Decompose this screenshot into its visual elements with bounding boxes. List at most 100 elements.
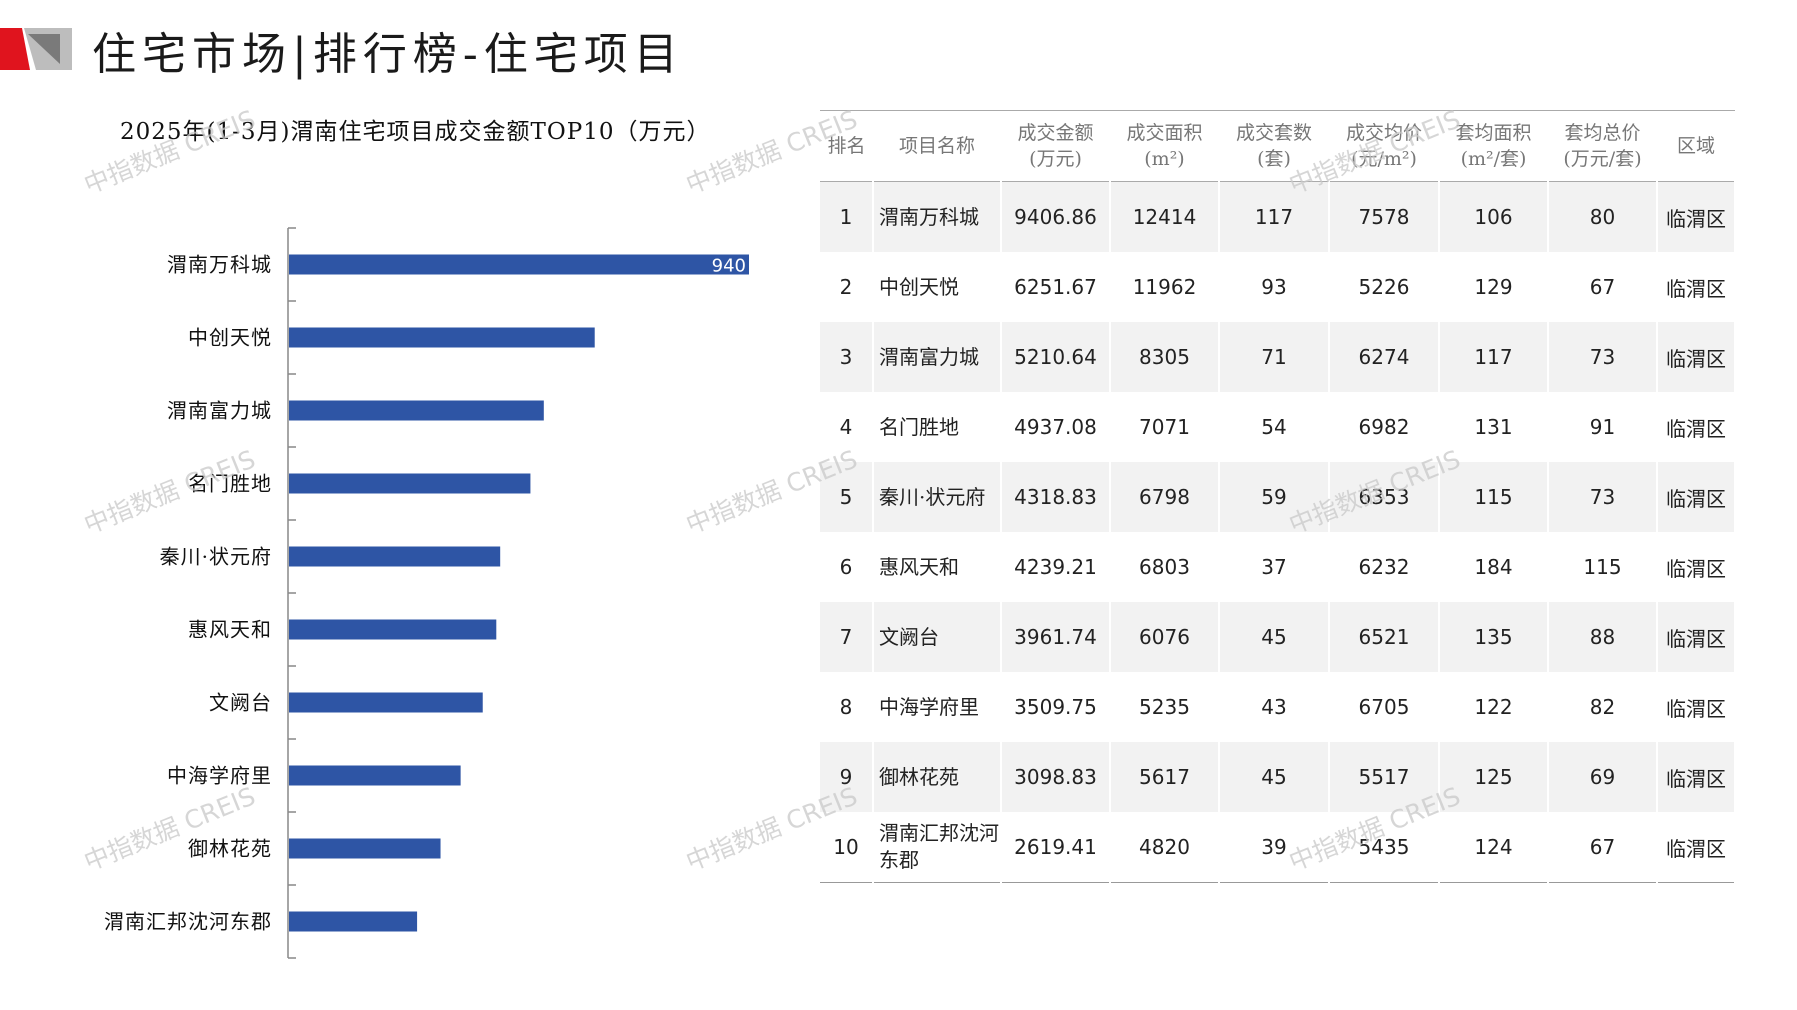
table-cell: 11962	[1110, 252, 1220, 322]
table-cell: 135	[1439, 602, 1549, 672]
table-row: 1 渭南万科城 9406.86 12414 117 7578 106 80 临渭区	[820, 181, 1736, 252]
table-cell: 125	[1439, 742, 1549, 812]
table-cell: 3509.75	[1001, 672, 1111, 742]
table-cell: 59	[1219, 462, 1330, 532]
table-cell: 115	[1548, 532, 1658, 602]
table-cell: 2619.41	[1001, 812, 1111, 883]
table-cell: 5226	[1329, 252, 1440, 322]
bar	[289, 254, 749, 275]
table-cell: 3	[820, 322, 874, 392]
table-row: 5 秦川·状元府 4318.83 6798 59 6353 115 73 临渭区	[820, 462, 1736, 532]
column-header: 区域	[1657, 110, 1735, 182]
table-cell: 5210.64	[1001, 322, 1111, 392]
table-cell: 临渭区	[1657, 602, 1736, 672]
table-cell: 3961.74	[1001, 602, 1111, 672]
column-header-text: 套均面积	[1455, 122, 1532, 144]
table-cell: 6232	[1329, 532, 1440, 602]
table-row: 8 中海学府里 3509.75 5235 43 6705 122 82 临渭区	[820, 672, 1736, 742]
category-label: 渭南富力城	[167, 399, 272, 423]
table-cell: 4239.21	[1001, 532, 1111, 602]
table-cell: 9	[820, 742, 874, 812]
table-cell: 69	[1548, 742, 1658, 812]
table-cell: 39	[1219, 812, 1330, 883]
column-header-text: (元/m²)	[1351, 148, 1417, 170]
table-cell: 54	[1219, 392, 1330, 462]
bar	[289, 327, 595, 348]
table-cell: 临渭区	[1657, 742, 1736, 812]
column-header: 项目名称	[873, 110, 1001, 182]
table-cell: 122	[1439, 672, 1549, 742]
table-cell: 名门胜地	[873, 392, 1002, 462]
table-cell: 45	[1219, 602, 1330, 672]
column-header: 套均总价 (万元/套)	[1548, 110, 1657, 182]
bar	[289, 400, 544, 421]
bar	[289, 838, 441, 859]
table-cell: 43	[1219, 672, 1330, 742]
table-row: 3 渭南富力城 5210.64 8305 71 6274 117 73 临渭区	[820, 322, 1736, 392]
table-cell: 184	[1439, 532, 1549, 602]
category-label: 渭南汇邦沈河东郡	[104, 910, 272, 934]
table-cell: 渭南万科城	[873, 181, 1002, 252]
column-header-text: (m²/套)	[1460, 148, 1527, 170]
table-cell: 中创天悦	[873, 252, 1002, 322]
column-header-text: 项目名称	[898, 135, 975, 157]
bar	[289, 546, 501, 567]
table-cell: 6705	[1329, 672, 1440, 742]
table-body: 1 渭南万科城 9406.86 12414 117 7578 106 80 临渭区 2 中创天悦 62…	[820, 181, 1736, 883]
bar	[289, 692, 483, 713]
category-label: 名门胜地	[188, 472, 272, 496]
table-cell: 9406.86	[1001, 181, 1111, 252]
table-cell: 临渭区	[1657, 252, 1736, 322]
table-cell: 3098.83	[1001, 742, 1111, 812]
bar	[289, 911, 418, 932]
table-cell: 67	[1548, 252, 1658, 322]
table-cell: 5435	[1329, 812, 1440, 883]
table-cell: 6353	[1329, 462, 1440, 532]
table-row: 4 名门胜地 4937.08 7071 54 6982 131 91 临渭区	[820, 392, 1736, 462]
column-header-text: 套均总价	[1564, 122, 1641, 144]
table-cell: 6251.67	[1001, 252, 1111, 322]
table-cell: 71	[1219, 322, 1330, 392]
table-cell: 6798	[1110, 462, 1220, 532]
table-cell: 渭南富力城	[873, 322, 1002, 392]
column-header-text: 成交套数	[1235, 122, 1312, 144]
bar	[289, 473, 531, 494]
table-cell: 8	[820, 672, 874, 742]
brand-logo	[0, 28, 72, 70]
table-row: 10 渭南汇邦沈河东郡 2619.41 4820 39 5435 124 67 临渭区	[820, 812, 1736, 883]
column-header-text: (万元/套)	[1563, 148, 1642, 170]
table-cell: 5617	[1110, 742, 1220, 812]
table-cell: 12414	[1110, 181, 1220, 252]
bar	[289, 619, 497, 640]
column-header-text: 区域	[1676, 135, 1715, 157]
table-cell: 6	[820, 532, 874, 602]
table-cell: 80	[1548, 181, 1658, 252]
category-label: 惠风天和	[188, 618, 272, 642]
table-cell: 4820	[1110, 812, 1220, 883]
table-cell: 6982	[1329, 392, 1440, 462]
table-cell: 115	[1439, 462, 1549, 532]
column-header-text: 成交面积	[1126, 122, 1203, 144]
table-cell: 7071	[1110, 392, 1220, 462]
table-cell: 93	[1219, 252, 1330, 322]
table-cell: 渭南汇邦沈河东郡	[873, 812, 1002, 883]
table-cell: 129	[1439, 252, 1549, 322]
category-label: 文阙台	[209, 691, 272, 715]
category-label: 中海学府里	[167, 764, 272, 788]
table-cell: 106	[1439, 181, 1549, 252]
table-cell: 4937.08	[1001, 392, 1111, 462]
table-cell: 临渭区	[1657, 181, 1736, 252]
table-cell: 82	[1548, 672, 1658, 742]
table-cell: 秦川·状元府	[873, 462, 1002, 532]
table-cell: 67	[1548, 812, 1658, 883]
column-header: 套均面积 (m²/套)	[1439, 110, 1548, 182]
table-cell: 御林花苑	[873, 742, 1002, 812]
table-cell: 88	[1548, 602, 1658, 672]
table-cell: 131	[1439, 392, 1549, 462]
table-cell: 4	[820, 392, 874, 462]
table-cell: 文阙台	[873, 602, 1002, 672]
table-cell: 117	[1439, 322, 1549, 392]
table-row: 9 御林花苑 3098.83 5617 45 5517 125 69 临渭区	[820, 742, 1736, 812]
table-cell: 1	[820, 181, 874, 252]
column-header: 成交面积 (m²)	[1110, 110, 1219, 182]
